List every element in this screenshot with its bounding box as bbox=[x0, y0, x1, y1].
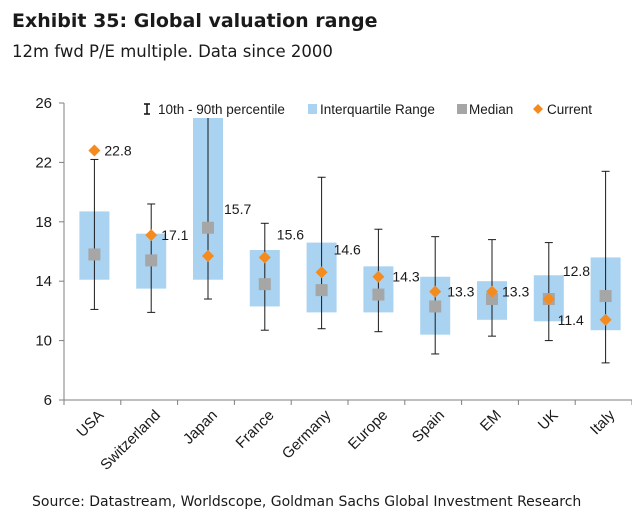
x-category-label: Spain bbox=[409, 407, 448, 446]
y-tick-label: 22 bbox=[35, 154, 52, 171]
current-value-label: 11.4 bbox=[558, 312, 584, 328]
legend-median-swatch bbox=[457, 104, 467, 114]
current-value-label: 12.8 bbox=[563, 263, 590, 279]
page-title: Exhibit 35: Global valuation range bbox=[12, 10, 378, 32]
median-marker bbox=[88, 248, 101, 261]
y-tick-label: 18 bbox=[35, 214, 52, 231]
current-marker bbox=[372, 270, 385, 283]
current-value-label: 15.6 bbox=[277, 226, 304, 242]
x-category-label: Japan bbox=[180, 407, 221, 448]
y-tick-label: 14 bbox=[35, 273, 52, 290]
x-category-label: France bbox=[233, 407, 278, 452]
x-category-label: USA bbox=[73, 407, 107, 441]
current-marker bbox=[315, 266, 328, 279]
x-category-label: Switzerland bbox=[97, 407, 164, 474]
legend-current-swatch bbox=[533, 104, 543, 114]
current-marker bbox=[258, 251, 271, 264]
x-category-label: Germany bbox=[279, 406, 335, 462]
median-marker bbox=[315, 284, 328, 297]
x-category-label: Italy bbox=[587, 406, 619, 438]
current-value-label: 15.7 bbox=[224, 201, 251, 217]
current-value-label: 14.3 bbox=[392, 269, 419, 285]
current-value-label: 14.6 bbox=[334, 241, 361, 257]
median-marker bbox=[258, 278, 271, 291]
x-category-label: UK bbox=[535, 407, 562, 434]
current-marker bbox=[88, 144, 101, 157]
current-value-label: 13.3 bbox=[502, 284, 529, 300]
chart-legend: 10th - 90th percentile Interquartile Rang… bbox=[144, 102, 592, 117]
current-value-label: 13.3 bbox=[447, 284, 474, 300]
legend-label-median: Median bbox=[469, 102, 513, 117]
y-tick-label: 26 bbox=[35, 95, 52, 112]
x-category-label: EM bbox=[477, 407, 505, 435]
legend-label-current: Current bbox=[547, 102, 592, 117]
current-marker bbox=[145, 229, 158, 242]
current-marker bbox=[486, 285, 498, 298]
current-marker bbox=[599, 313, 612, 326]
current-value-label: 17.1 bbox=[161, 227, 188, 243]
current-marker bbox=[542, 293, 555, 306]
current-marker bbox=[202, 249, 214, 262]
legend-label-percentile: 10th - 90th percentile bbox=[158, 102, 285, 117]
legend-label-iqr: Interquartile Range bbox=[320, 102, 435, 117]
legend-iqr-swatch bbox=[308, 104, 317, 114]
page-subtitle: 12m fwd P/E multiple. Data since 2000 bbox=[12, 42, 333, 61]
current-value-label: 22.8 bbox=[104, 143, 131, 159]
median-marker bbox=[145, 254, 158, 267]
median-marker bbox=[486, 293, 498, 306]
current-marker bbox=[429, 285, 442, 298]
median-marker bbox=[372, 288, 385, 301]
median-marker bbox=[599, 290, 612, 303]
median-marker bbox=[429, 300, 442, 313]
x-category-label: Europe bbox=[345, 407, 391, 453]
median-marker bbox=[202, 221, 214, 234]
y-tick-label: 6 bbox=[44, 392, 52, 409]
source-note: Source: Datastream, Worldscope, Goldman … bbox=[32, 494, 582, 510]
y-tick-label: 10 bbox=[35, 333, 52, 350]
